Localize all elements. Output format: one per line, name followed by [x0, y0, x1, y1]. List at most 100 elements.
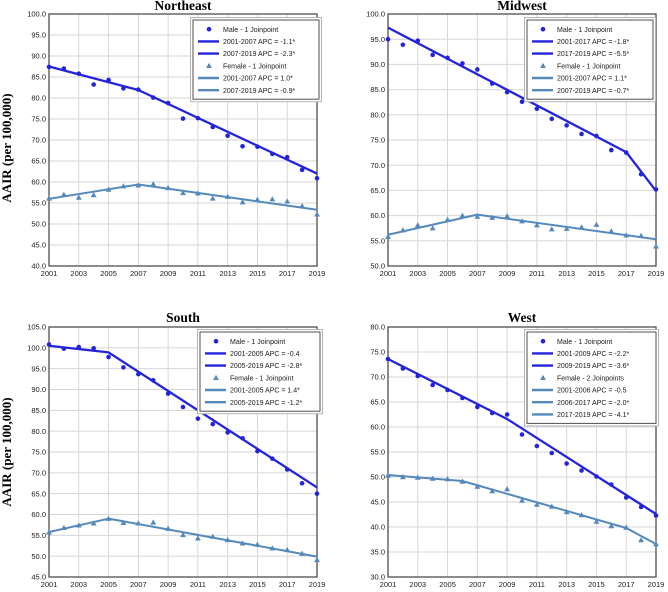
legend-label: 2001-2006 APC = -0.5 [557, 388, 627, 395]
chart-midwest: 50.0 55.0 60.0 65.0 70.0 75.0 80.0 85.0 90.0 95.0… [366, 10, 664, 278]
legend-box [526, 331, 657, 424]
data-point [385, 472, 391, 478]
data-point [270, 456, 275, 461]
data-points-male [385, 356, 659, 518]
y-tick-label: 65.0 [31, 157, 46, 166]
data-point [609, 482, 614, 487]
y-tick-label: 90.0 [31, 385, 46, 394]
data-point [299, 550, 306, 556]
data-point [136, 87, 141, 92]
data-point [489, 214, 496, 220]
data-point [548, 503, 555, 509]
x-tick-label: 2005 [100, 269, 117, 278]
plot-frame [387, 326, 657, 578]
x-tick-label: 2015 [588, 580, 605, 589]
x-tick-label: 2017 [618, 580, 635, 589]
y-tick-label: 45.0 [370, 498, 385, 507]
data-point [564, 123, 569, 128]
x-tick-label: 2005 [439, 580, 456, 589]
data-point [46, 64, 52, 70]
x-tick-label: 2003 [409, 269, 426, 278]
data-point [623, 232, 630, 238]
x-tick-label: 2003 [70, 269, 87, 278]
y-tick-label: 40.0 [31, 262, 46, 271]
x-tick-label: 2003 [409, 580, 426, 589]
x-tick-label: 2001 [380, 269, 397, 278]
y-tick-label: 50.0 [370, 262, 385, 271]
data-point [474, 213, 481, 219]
x-tick-label: 2017 [618, 269, 635, 278]
data-point [548, 226, 555, 232]
data-point [270, 151, 275, 157]
data-point [165, 100, 171, 106]
data-point [504, 89, 510, 95]
data-point [638, 232, 645, 238]
chart-northeast: 40.0 45.0 50.0 55.0 60.0 65.0 70.0 75.0 80.0 85.0… [27, 10, 325, 278]
legend-label: Male - 1 Joinpoint [230, 339, 285, 346]
data-point [150, 181, 157, 187]
legend-label: 2007-2019 APC = -0.9* [223, 88, 295, 95]
x-tick-label: 2013 [558, 269, 575, 278]
data-point [225, 133, 230, 139]
legend-label: 2017-2019 APC = -5.5* [557, 51, 629, 58]
y-tick-label: 55.0 [370, 236, 385, 245]
y-tick-labels: 40.0 45.0 50.0 55.0 60.0 65.0 70.0 75.0 80.0 85.0… [27, 10, 46, 271]
data-point [194, 535, 201, 541]
data-point [638, 171, 644, 177]
x-tick-label: 2013 [558, 580, 575, 589]
data-point [195, 115, 201, 121]
legend-label: 2005-2019 APC = -1.2* [230, 400, 302, 407]
y-tick-labels: 50.0 55.0 60.0 65.0 70.0 75.0 80.0 85.0 90.0 95.0… [366, 10, 385, 271]
legend-label: 2005-2019 APC = -2.8* [230, 363, 302, 370]
data-point [225, 430, 230, 435]
data-point [608, 228, 615, 234]
y-tick-label: 85.0 [31, 73, 46, 82]
y-tick-label: 40.0 [370, 523, 385, 532]
x-tick-label: 2001 [41, 580, 58, 589]
legend-marker-circle [540, 338, 546, 344]
y-axis-label-bottom-row: AAIR (per 100,000) [0, 397, 14, 506]
chart-title-south: South [166, 310, 200, 325]
data-point [75, 194, 82, 200]
y-tick-label: 105.0 [27, 323, 46, 332]
data-point [460, 61, 465, 66]
y-tick-label: 95.0 [370, 35, 385, 44]
x-tick-label: 2003 [70, 580, 87, 589]
y-tick-label: 50.0 [370, 473, 385, 482]
data-point [121, 86, 126, 91]
data-point [314, 211, 320, 217]
x-tick-label: 2011 [529, 269, 545, 278]
data-point [61, 346, 67, 351]
chart-title-west: West [508, 310, 537, 325]
data-point [475, 404, 480, 410]
data-point [284, 467, 290, 472]
data-point [284, 198, 291, 204]
data-point [519, 99, 525, 104]
plot-frame [48, 326, 318, 578]
y-tick-label: 80.0 [370, 323, 385, 332]
data-point [623, 495, 629, 500]
data-point [46, 529, 52, 535]
data-point [239, 199, 246, 205]
data-point [120, 519, 127, 526]
data-point [180, 404, 186, 410]
data-point [180, 531, 186, 538]
y-tick-label: 70.0 [31, 136, 46, 145]
data-point [299, 167, 305, 173]
x-tick-label: 2007 [469, 580, 486, 589]
x-tick-label: 2009 [160, 580, 177, 589]
data-point [385, 356, 391, 362]
legend-label: 2007-2019 APC = -2.3* [223, 51, 295, 58]
data-point [46, 342, 52, 347]
data-point [489, 488, 496, 494]
trend-line-male [48, 344, 318, 489]
data-point [91, 345, 96, 351]
x-tick-label: 2019 [648, 580, 665, 589]
data-point [76, 344, 82, 350]
legend-label: 2001-2005 APC = 1.4* [230, 388, 300, 395]
data-point [284, 154, 290, 160]
data-point [504, 213, 511, 219]
data-point [534, 106, 540, 112]
data-point [165, 525, 172, 531]
chart-title-northeast: Northeast [155, 0, 212, 13]
